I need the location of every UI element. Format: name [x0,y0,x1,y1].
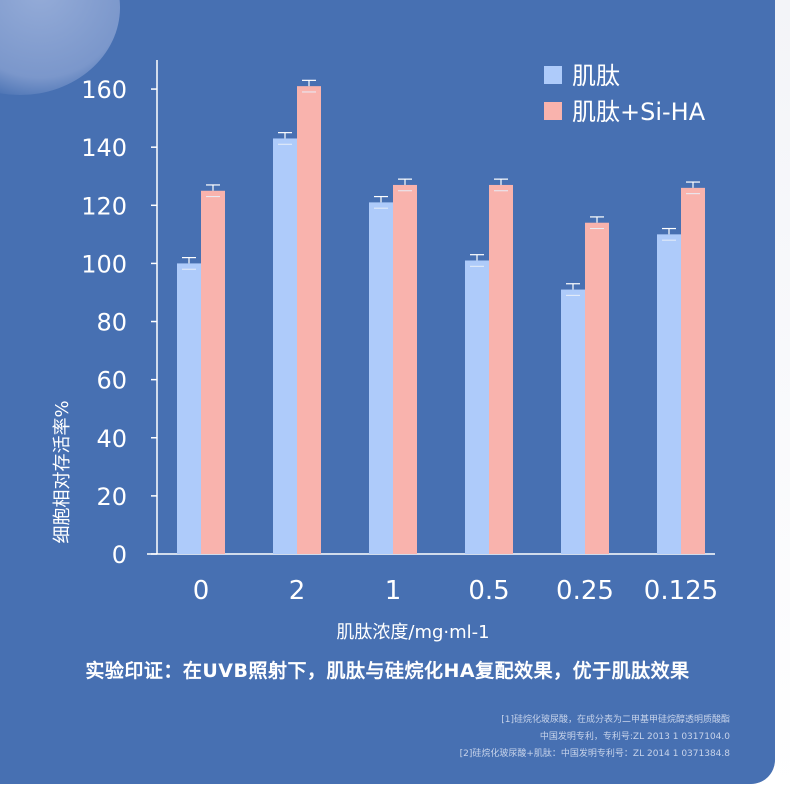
x-tick-label: 0.5 [468,576,509,606]
references: [1]硅烷化玻尿酸，在成分表为二甲基甲硅烷醇透明质酸酯 中国发明专利，专利号:Z… [460,712,730,763]
legend-swatch [544,66,562,84]
y-tick-label: 160 [81,76,127,104]
x-tick-label: 0.125 [644,576,718,606]
bar [201,190,225,554]
legend-label: 肌肽+Si-HA [572,98,706,126]
bar [489,184,513,554]
bar [465,260,489,554]
y-tick-label: 60 [96,367,127,395]
y-tick-label: 80 [96,309,127,337]
y-tick-label: 40 [96,425,127,453]
bar [297,86,321,554]
x-tick-label: 0 [193,576,210,606]
x-axis-title: 肌肽浓度/mg·ml-1 [336,622,489,643]
legend-swatch [544,102,562,120]
reference-line: [1]硅烷化玻尿酸，在成分表为二甲基甲硅烷醇透明质酸酯 [501,715,730,725]
bar [585,222,609,554]
y-tick-label: 140 [81,134,127,162]
y-tick-label: 120 [81,192,127,220]
bar [369,202,393,554]
y-axis: 0 20 40 60 80 100 120 140 160 [81,60,158,569]
bar [681,187,705,554]
bar [393,184,417,554]
x-tick-label: 0.25 [556,576,614,606]
y-tick-label: 100 [81,250,127,278]
page-edge [775,0,790,794]
x-tick-label: 2 [289,576,306,606]
bar [561,289,585,554]
x-axis: 0 2 1 0.5 0.25 0.125 [147,553,718,606]
y-axis-title: 细胞相对存活率% [52,400,73,543]
bar-series [177,79,705,555]
conclusion-text: 实验印证：在UVB照射下，肌肽与硅烷化HA复配效果，优于肌肽效果 [85,660,690,682]
bar [177,263,201,554]
bar-chart: 0 20 40 60 80 100 120 140 160 0 2 1 0.5 0.25 0.125 肌肽… [52,60,718,643]
bar [657,234,681,554]
y-tick-label: 0 [112,541,127,569]
reference-line: 中国发明专利，专利号:ZL 2013 1 0317104.0 [539,732,730,742]
reference-line: [2]硅烷化玻尿酸+肌肽：中国发明专利号：ZL 2014 1 0371384.8 [459,749,730,759]
y-tick-label: 20 [96,483,127,511]
legend-label: 肌肽 [572,62,620,90]
bar [273,138,297,555]
x-tick-label: 1 [385,576,402,606]
